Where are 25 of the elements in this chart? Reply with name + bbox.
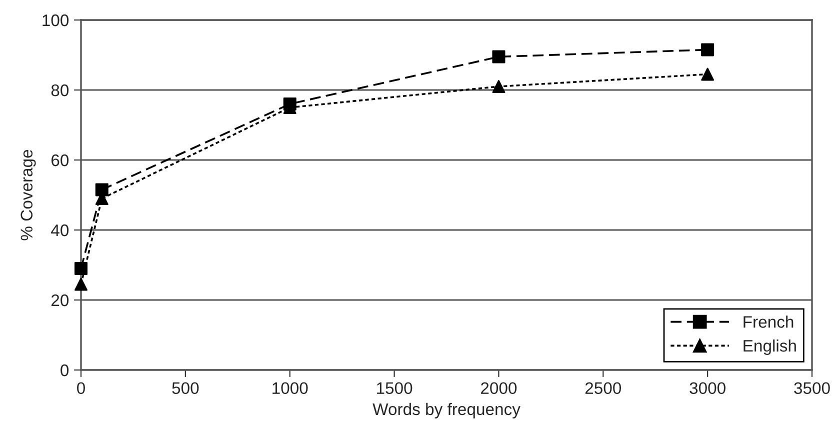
point — [492, 80, 506, 94]
y-tick-label: 100 — [42, 14, 69, 26]
point — [492, 50, 506, 64]
y-tick-label: 40 — [51, 224, 69, 236]
x-tick-label: 0 — [77, 382, 85, 394]
legend-label: French — [744, 316, 794, 328]
x-tick-label: 3500 — [794, 382, 830, 394]
x-tick-label: 500 — [172, 382, 199, 394]
x-tick-label: 3000 — [690, 382, 726, 394]
point — [701, 43, 714, 56]
y-tick-label: 0 — [60, 364, 69, 376]
y-tick-label: 60 — [52, 154, 69, 166]
point — [701, 68, 714, 81]
x-tick-label: 1500 — [377, 382, 412, 394]
x-tick-label: 2000 — [481, 382, 517, 394]
x-tick-label: 2500 — [585, 382, 622, 394]
y-axis-title: % Coverage — [20, 150, 36, 240]
point — [74, 262, 88, 276]
point — [74, 278, 88, 291]
y-tick-label: 80 — [51, 84, 69, 96]
point — [95, 183, 108, 196]
x-axis-title: Words by frequency — [372, 402, 520, 418]
legend-label: English — [744, 339, 796, 355]
y-tick-label: 20 — [51, 294, 69, 306]
x-tick-label: 1000 — [272, 382, 308, 394]
